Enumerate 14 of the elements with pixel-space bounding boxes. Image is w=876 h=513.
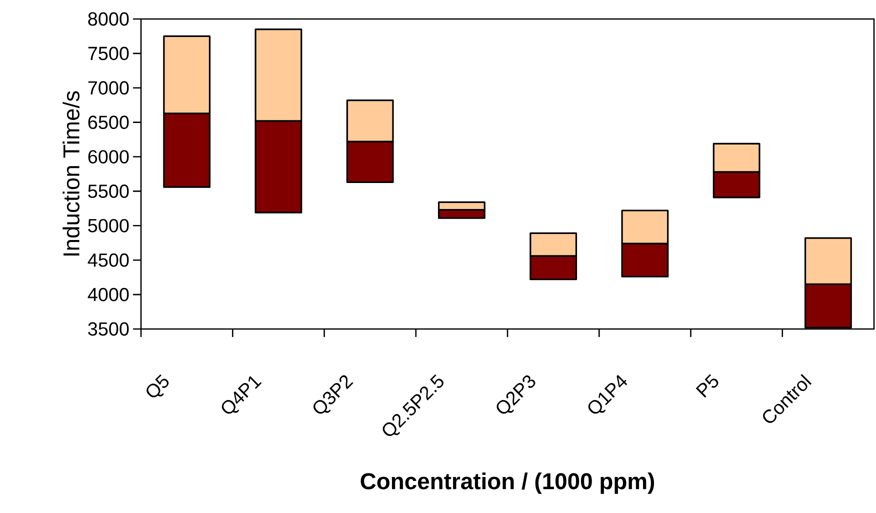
y-tick-label: 4500	[88, 253, 129, 267]
y-tick-label: 8000	[88, 12, 129, 26]
y-tick-label: 5500	[88, 184, 129, 198]
y-tick-label: 6500	[88, 116, 129, 130]
y-tick-label: 7500	[88, 46, 129, 60]
x-tick-label: Q5	[146, 374, 169, 398]
y-tick-label: 5000	[88, 218, 129, 232]
y-tick-label: 6000	[88, 150, 129, 164]
x-axis-title: Concentration / (1000 ppm)	[360, 472, 654, 494]
y-tick-label: 7000	[88, 81, 129, 95]
y-axis-title: Induction Time/s	[62, 91, 80, 256]
y-tick-label: 4000	[88, 288, 129, 302]
x-tick-label: P5	[696, 374, 718, 398]
y-tick-label: 3500	[88, 322, 129, 336]
